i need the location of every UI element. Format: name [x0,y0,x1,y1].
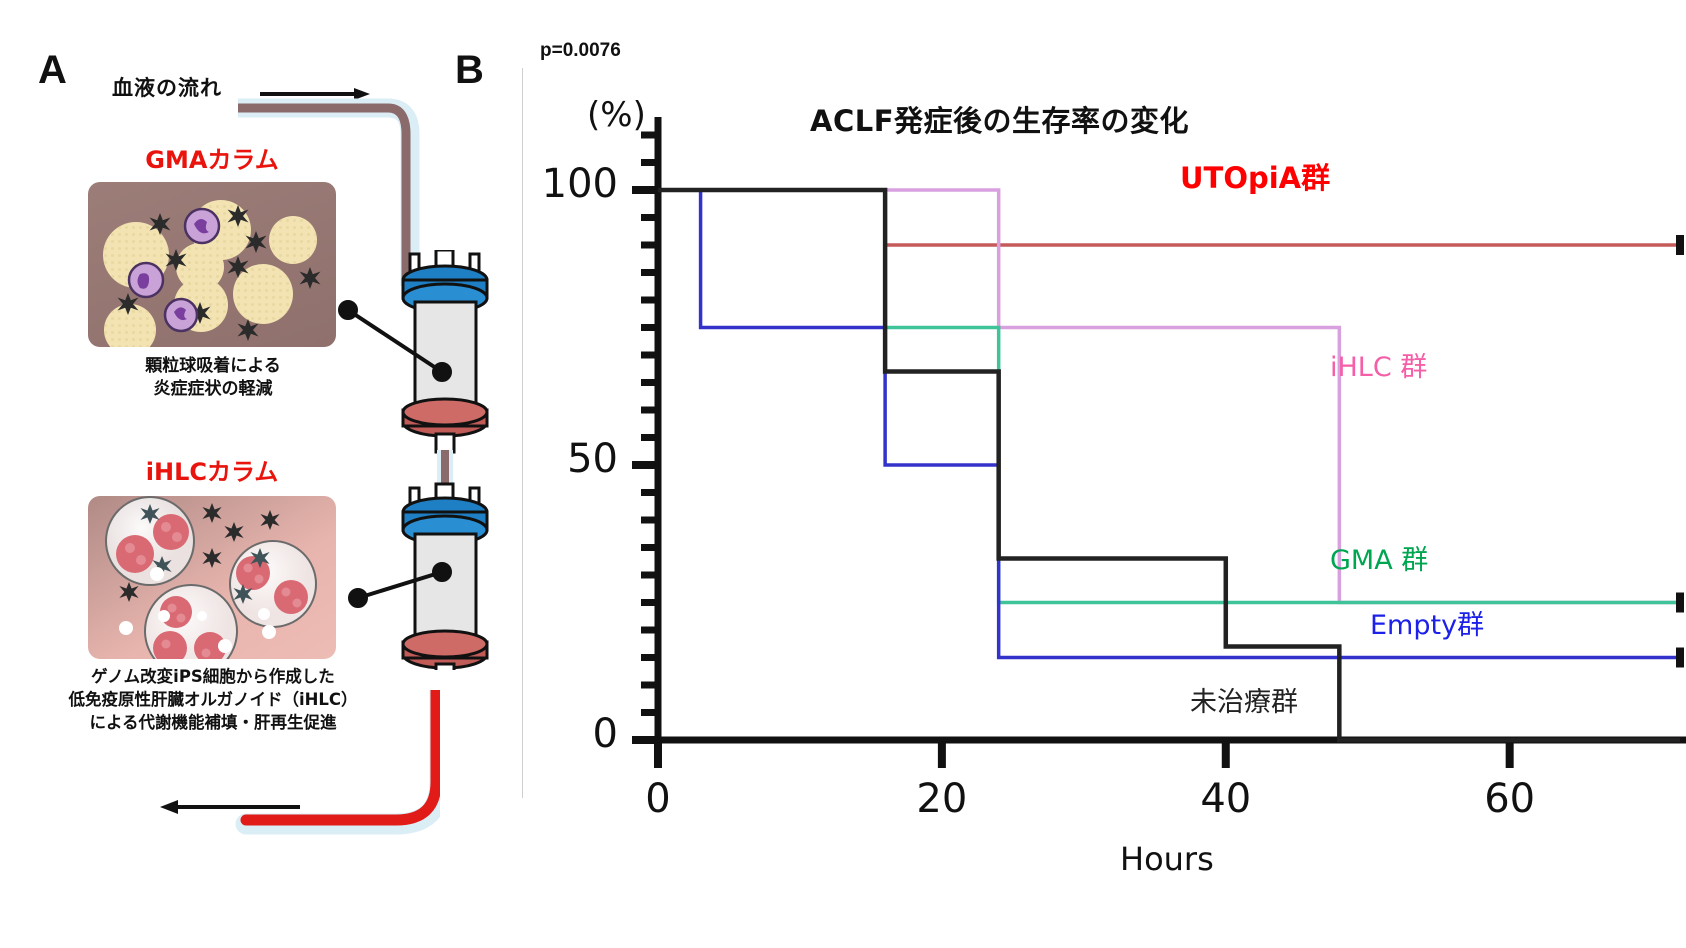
x-tick-label: 60 [1484,776,1536,822]
y-tick-label: 0 [592,711,618,757]
survival-plot [632,117,1686,768]
series-line-4 [658,187,1680,743]
right-arrow-icon [260,88,370,100]
gma-caption-line-2: 炎症症状の軽減 [153,378,273,399]
inflow-tube [238,98,420,286]
ihlc-caption: ゲノム改変iPS細胞から作成した 低免疫原性肝臓オルガノイド（iHLC） による… [48,665,378,734]
panel-b-chart: (%) ACLF発症後の生存率の変化 p=0.0076 0 50 100 0 20 40… [540,40,1686,920]
p-value-annotation: p=0.0076 [540,40,621,61]
censor-mark [1676,647,1684,668]
gma-column-title: GMAカラム [145,146,279,174]
series-line-0 [658,188,1680,247]
ihlc-caption-line-1: ゲノム改変iPS細胞から作成した [91,667,335,686]
y-tick-label: 100 [541,161,618,207]
chart-title: ACLF発症後の生存率の変化 [810,104,1190,138]
series-line-2 [658,188,1680,605]
ihlc-column-title: iHLCカラム [145,458,279,486]
gma-caption-line-1: 顆粒球吸着による [145,356,281,376]
column-apparatus [401,250,489,670]
left-arrow-icon [160,800,300,814]
x-axis-label: Hours [1120,840,1214,878]
gma-illustration [88,182,336,347]
gma-caption: 顆粒球吸着による 炎症症状の軽減 [48,355,378,401]
series-label-utopia: UTOpiA群 [1180,161,1331,195]
ihlc-caption-line-2: 低免疫原性肝臓オルガノイド（iHLC） [68,690,358,710]
series-line-1 [658,188,1680,605]
censor-mark [1676,592,1684,613]
blood-flow-label: 血液の流れ [112,76,222,100]
series-layer [658,187,1684,743]
panel-divider [522,68,523,798]
outflow-tube [235,690,440,835]
series-label-gma: GMA 群 [1330,545,1429,576]
x-tick-label: 20 [916,776,968,822]
panel-a: A 血液の流れ GMAカラム [0,0,520,948]
series-line-3 [658,188,1680,660]
series-label-ihlc: iHLC 群 [1330,352,1428,383]
pointer-lines [338,300,452,608]
panel-b-letter: B [455,48,484,92]
panel-a-letter: A [38,48,67,92]
ihlc-illustration [88,496,336,659]
x-tick-label: 40 [1200,776,1252,822]
x-tick-label: 0 [645,776,671,822]
gma-column-graphic [401,250,489,454]
series-label-untreated: 未治療群 [1190,687,1298,718]
ihlc-caption-line-3: による代謝機能補填・肝再生促進 [89,713,337,733]
censor-mark [1676,235,1684,255]
axes-layer [632,117,1686,768]
ihlc-column-graphic [401,482,489,670]
y-axis-unit-label: (%) [587,95,646,135]
series-label-empty: Empty群 [1370,610,1485,641]
y-tick-label: 50 [567,436,618,482]
